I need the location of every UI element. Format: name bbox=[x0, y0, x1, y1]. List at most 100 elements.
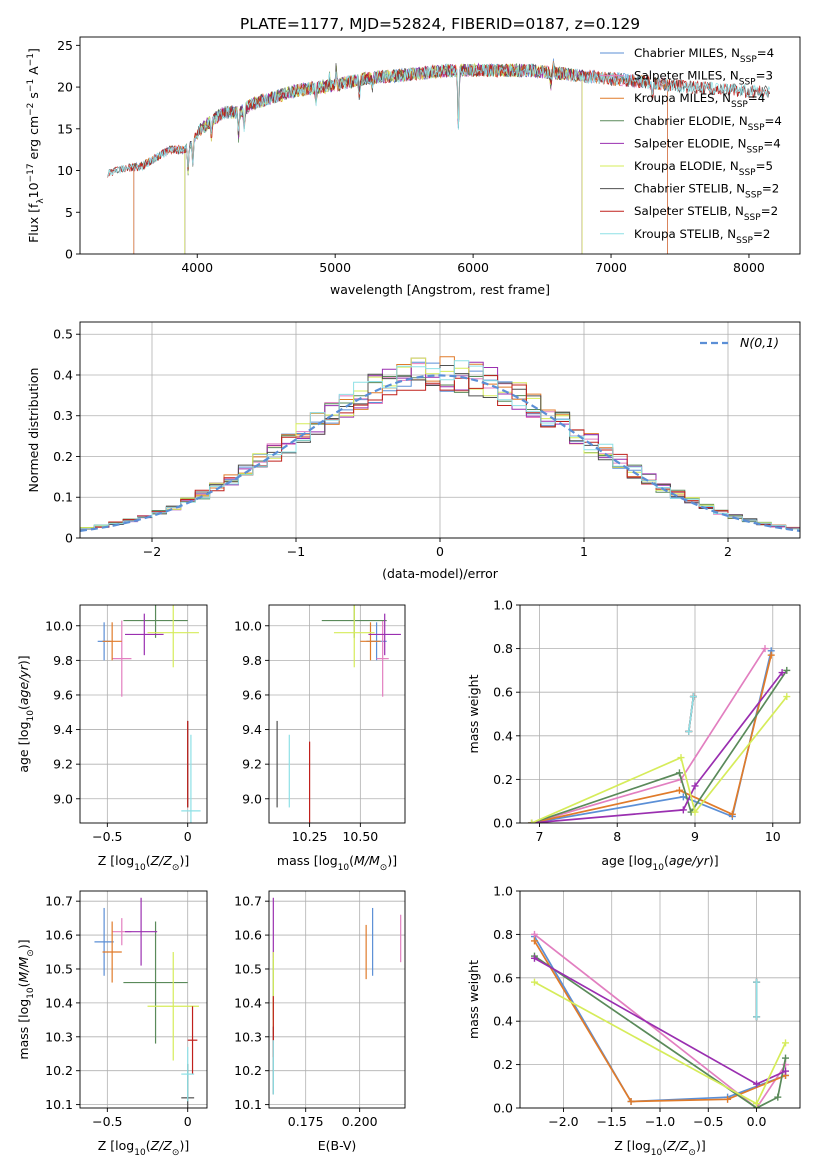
x-tick-label: 0 bbox=[184, 829, 192, 844]
x-tick-label: 7000 bbox=[595, 260, 627, 275]
y-tick-label: 0.2 bbox=[493, 772, 513, 787]
y-tick-label: 0.0 bbox=[493, 1101, 513, 1116]
y-axis-label: Flux [fλ10−17 erg cm−2 s−1 A−1] bbox=[26, 48, 46, 243]
x-tick-label: 10.50 bbox=[342, 829, 378, 844]
x-axis-label: age [log10(age/yr)] bbox=[601, 853, 718, 873]
spectrum-line bbox=[184, 62, 583, 254]
x-axis-label: Z [log10(Z/Z⊙)] bbox=[98, 1138, 189, 1158]
spectrum-line bbox=[107, 62, 771, 177]
x-tick-label: 0.175 bbox=[288, 1114, 324, 1129]
y-tick-label: 10.4 bbox=[234, 995, 262, 1010]
axes-spectrum: 4000 5000 6000 7000 8000 0 5 10 15 20 25 wavelength… bbox=[26, 36, 801, 297]
y-tick-label: 10.7 bbox=[45, 894, 73, 909]
series-line bbox=[531, 696, 788, 823]
legend: Chabrier MILES, NSSP=4 Salpeter MILES, NS… bbox=[600, 46, 782, 246]
y-tick-label: 10.1 bbox=[45, 1097, 73, 1112]
y-tick-label: 9.8 bbox=[53, 653, 73, 668]
y-tick-label: 0.6 bbox=[493, 970, 513, 985]
x-axis-label: E(B-V) bbox=[318, 1138, 357, 1153]
plot-area-age_vs_mass bbox=[276, 605, 401, 823]
x-tick-label: 0 bbox=[184, 1114, 192, 1129]
y-tick-label: 0 bbox=[65, 247, 73, 262]
y-tick-label: 0.6 bbox=[493, 685, 513, 700]
y-tick-label: 25 bbox=[57, 38, 73, 53]
y-tick-label: 10 bbox=[57, 163, 73, 178]
y-tick-label: 0.8 bbox=[493, 641, 513, 656]
x-axis-label: mass [log10(M/M⊙)] bbox=[277, 853, 397, 873]
plot-area-weight_vs_Z bbox=[530, 930, 790, 1108]
y-tick-label: 9.6 bbox=[242, 687, 262, 702]
legend-label: Chabrier ELODIE, NSSP=4 bbox=[634, 114, 782, 133]
y-tick-label: 10.4 bbox=[45, 995, 73, 1010]
y-tick-label: 9.2 bbox=[242, 757, 262, 772]
x-axis-label: (data-model)/error bbox=[382, 566, 499, 581]
y-axis-label: mass [log10(M/M⊙)] bbox=[16, 939, 36, 1059]
series-line bbox=[534, 955, 787, 1108]
x-tick-label: −1.0 bbox=[645, 1114, 675, 1129]
y-tick-label: 9.0 bbox=[242, 791, 262, 806]
y-tick-label: 10.2 bbox=[45, 1063, 73, 1078]
panel-age_vs_Z: −0.5 0 9.0 9.2 9.4 9.6 9.8 10.0 Z [log10(Z/Z⊙)] a… bbox=[16, 604, 208, 873]
y-tick-label: 9.4 bbox=[53, 722, 73, 737]
panel-mass_vs_Z: −0.5 0 10.1 10.2 10.3 10.4 10.5 10.6 10.7 Z [log1… bbox=[16, 890, 208, 1158]
x-tick-label: 0 bbox=[436, 544, 444, 559]
y-tick-label: 9.2 bbox=[53, 757, 73, 772]
y-tick-label: 10.0 bbox=[234, 618, 262, 633]
legend-label: Salpeter STELIB, NSSP=2 bbox=[634, 204, 778, 223]
x-axis-label: Z [log10(Z/Z⊙)] bbox=[98, 853, 189, 873]
y-tick-label: 0.4 bbox=[493, 728, 513, 743]
x-tick-label: −0.5 bbox=[92, 829, 122, 844]
axes-frame bbox=[79, 890, 208, 1109]
x-tick-label: −1.5 bbox=[597, 1114, 627, 1129]
x-tick-label: −2.0 bbox=[548, 1114, 578, 1129]
y-tick-label: 5 bbox=[65, 205, 73, 220]
y-tick-label: 0.5 bbox=[53, 327, 73, 342]
y-tick-label: 10.7 bbox=[234, 894, 262, 909]
y-tick-label: 9.4 bbox=[242, 722, 262, 737]
legend-label: Salpeter MILES, NSSP=3 bbox=[634, 69, 773, 88]
x-tick-label: 10.25 bbox=[292, 829, 328, 844]
x-axis-label: wavelength [Angstrom, rest frame] bbox=[330, 282, 550, 297]
y-axis-label: mass weight bbox=[466, 674, 481, 753]
y-tick-label: 9.0 bbox=[53, 791, 73, 806]
plot-area-age_vs_Z bbox=[97, 605, 201, 823]
spectrum-line bbox=[133, 61, 668, 254]
x-tick-label: −1 bbox=[287, 544, 305, 559]
y-axis-label: mass weight bbox=[466, 960, 481, 1039]
axes-weight_vs_Z: −2.0 −1.5 −1.0 −0.5 0.0 0.0 0.2 0.4 0.6 0.8 1.0 Z [… bbox=[466, 884, 801, 1158]
x-tick-label: −0.5 bbox=[693, 1114, 723, 1129]
normal-reference-curve bbox=[80, 374, 800, 532]
y-tick-label: 9.8 bbox=[242, 653, 262, 668]
y-tick-label: 0.0 bbox=[493, 816, 513, 831]
x-tick-label: 5000 bbox=[319, 260, 351, 275]
axes-weight_vs_age: 7 8 9 10 0.0 0.2 0.4 0.6 0.8 1.0 age [log10(age/yr… bbox=[466, 598, 801, 873]
plot-area-residuals bbox=[80, 356, 800, 532]
y-tick-label: 10.1 bbox=[234, 1097, 262, 1112]
legend-label: Kroupa STELIB, NSSP=2 bbox=[634, 227, 770, 246]
legend-label: Salpeter ELODIE, NSSP=4 bbox=[634, 136, 781, 155]
plot-area-mass_vs_Z bbox=[94, 897, 199, 1108]
series-line bbox=[531, 654, 773, 823]
plot-area-weight_vs_age bbox=[528, 645, 791, 823]
y-tick-label: 15 bbox=[57, 121, 73, 136]
series-line bbox=[531, 669, 788, 823]
axes-frame bbox=[268, 604, 406, 824]
y-tick-label: 0.8 bbox=[493, 927, 513, 942]
x-tick-label: 1 bbox=[580, 544, 588, 559]
x-tick-label: 4000 bbox=[181, 260, 213, 275]
x-tick-label: 7 bbox=[535, 829, 543, 844]
y-tick-label: 0.1 bbox=[53, 490, 73, 505]
figure-title: PLATE=1177, MJD=52824, FIBERID=0187, z=0… bbox=[240, 15, 640, 33]
legend: N(0,1) bbox=[700, 335, 779, 350]
x-tick-label: −0.5 bbox=[92, 1114, 122, 1129]
plots-layer: 4000 5000 6000 7000 80000510152025wavelength… bbox=[16, 36, 801, 1158]
y-tick-label: 10.5 bbox=[234, 961, 262, 976]
panel-age_vs_mass: 10.25 10.50 9.0 9.2 9.4 9.6 9.8 10.0 mass [log10… bbox=[234, 604, 406, 873]
series-line bbox=[531, 672, 783, 823]
x-tick-label: 8 bbox=[613, 829, 621, 844]
legend-label: Chabrier STELIB, NSSP=2 bbox=[634, 182, 779, 201]
spectrum-line bbox=[133, 58, 668, 254]
plot-area-mass_vs_ebv bbox=[272, 897, 402, 1095]
histogram-step bbox=[80, 375, 800, 530]
